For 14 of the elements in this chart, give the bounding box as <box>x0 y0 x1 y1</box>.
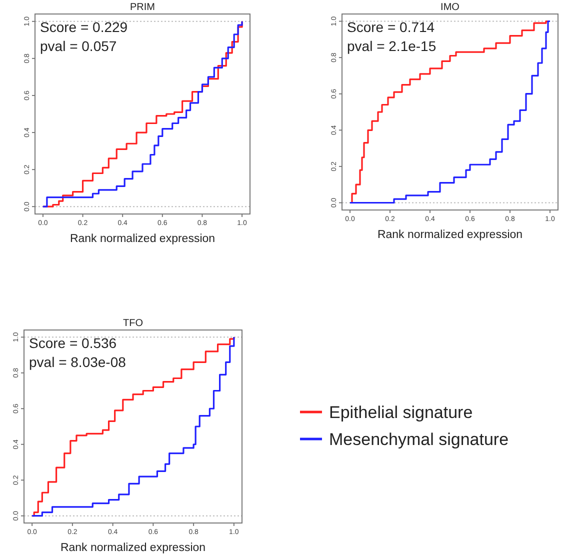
chart-title: TFO <box>123 318 144 329</box>
annotation: Score = 0.714 <box>347 19 435 35</box>
annotation: Score = 0.229 <box>40 19 128 35</box>
annotation: pval = 2.1e-15 <box>347 38 436 54</box>
x-axis-title: Rank normalized expression <box>60 542 206 554</box>
legend-label: Mesenchymal signature <box>329 430 509 449</box>
annotation: Score = 0.536 <box>29 335 117 351</box>
annotation: pval = 0.057 <box>40 38 117 54</box>
annotation: pval = 8.03e-08 <box>29 354 126 370</box>
legend-label: Epithelial signature <box>329 403 473 422</box>
chart-title: PRIM <box>130 2 155 13</box>
x-axis-title: Rank normalized expression <box>70 233 216 245</box>
x-axis-title: Rank normalized expression <box>377 229 523 241</box>
chart-title: IMO <box>440 2 460 13</box>
